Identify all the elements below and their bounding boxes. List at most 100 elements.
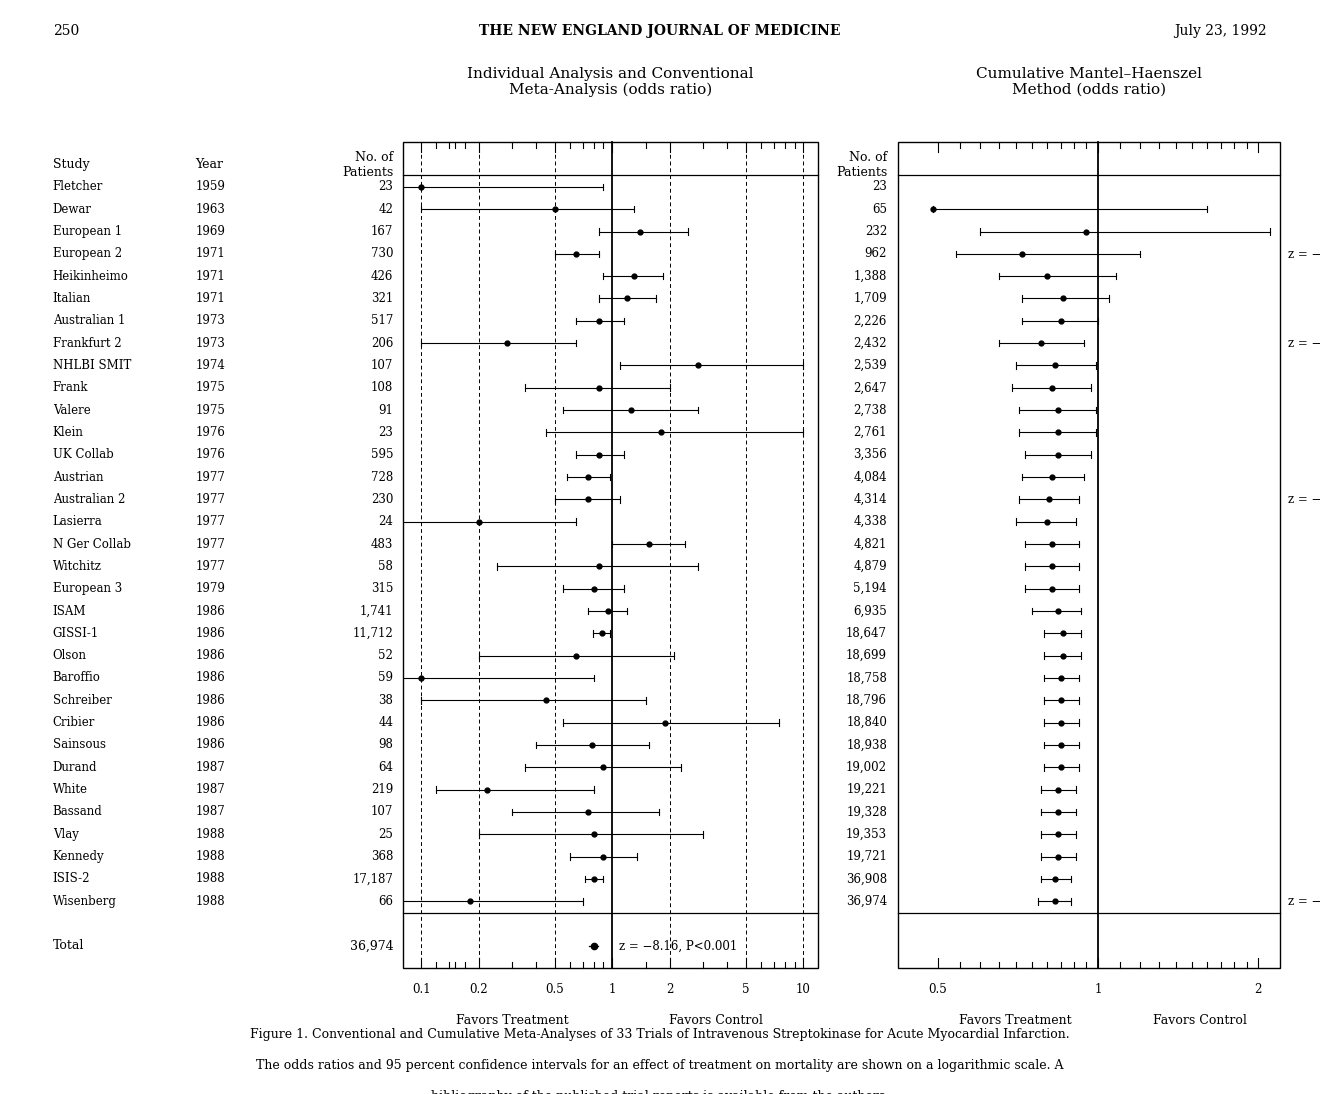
- Text: 36,974: 36,974: [350, 940, 393, 953]
- Text: 4,084: 4,084: [854, 470, 887, 484]
- Text: 36,908: 36,908: [846, 872, 887, 885]
- Text: Heikinheimo: Heikinheimo: [53, 269, 128, 282]
- Text: 2,761: 2,761: [854, 426, 887, 439]
- Text: 1986: 1986: [195, 717, 226, 729]
- Text: 18,699: 18,699: [846, 649, 887, 662]
- Text: 36,974: 36,974: [846, 895, 887, 908]
- Text: 1971: 1971: [195, 269, 226, 282]
- Text: 58: 58: [379, 560, 393, 573]
- Text: 230: 230: [371, 493, 393, 505]
- Text: 1988: 1988: [195, 828, 224, 841]
- Text: 25: 25: [379, 828, 393, 841]
- Text: 1,388: 1,388: [854, 269, 887, 282]
- Text: 18,796: 18,796: [846, 694, 887, 707]
- Text: European 3: European 3: [53, 582, 121, 595]
- Text: Australian 1: Australian 1: [53, 314, 125, 327]
- Text: 1976: 1976: [195, 449, 226, 462]
- Text: 728: 728: [371, 470, 393, 484]
- Text: 1971: 1971: [195, 247, 226, 260]
- Text: 1: 1: [609, 984, 616, 996]
- Text: Cumulative Mantel–Haenszel
Method (odds ratio): Cumulative Mantel–Haenszel Method (odds …: [975, 67, 1203, 97]
- Text: 1969: 1969: [195, 225, 226, 238]
- Text: 107: 107: [371, 359, 393, 372]
- Text: z = −2.69, P = 0.0071: z = −2.69, P = 0.0071: [1288, 337, 1320, 350]
- Text: 1987: 1987: [195, 805, 226, 818]
- Text: 18,840: 18,840: [846, 717, 887, 729]
- Text: Year: Year: [195, 158, 223, 171]
- Text: 2,738: 2,738: [854, 404, 887, 417]
- Text: THE NEW ENGLAND JOURNAL OF MEDICINE: THE NEW ENGLAND JOURNAL OF MEDICINE: [479, 24, 841, 38]
- Text: Baroffio: Baroffio: [53, 672, 100, 685]
- Text: 108: 108: [371, 382, 393, 394]
- Text: 1986: 1986: [195, 605, 226, 617]
- Text: 1: 1: [1094, 984, 1102, 996]
- Text: 64: 64: [379, 760, 393, 773]
- Text: GISSI-1: GISSI-1: [53, 627, 99, 640]
- Text: Schreiber: Schreiber: [53, 694, 112, 707]
- Text: Kennedy: Kennedy: [53, 850, 104, 863]
- Text: 5,194: 5,194: [854, 582, 887, 595]
- Text: Italian: Italian: [53, 292, 91, 305]
- Text: Dewar: Dewar: [53, 202, 92, 216]
- Text: Favors Treatment: Favors Treatment: [960, 1014, 1072, 1026]
- Text: 1986: 1986: [195, 627, 226, 640]
- Text: Frankfurt 2: Frankfurt 2: [53, 337, 121, 350]
- Text: 426: 426: [371, 269, 393, 282]
- Text: 1988: 1988: [195, 872, 224, 885]
- Text: z = −3.37, P<0.001: z = −3.37, P<0.001: [1288, 493, 1320, 505]
- Text: 1977: 1977: [195, 515, 226, 528]
- Text: 0.2: 0.2: [470, 984, 488, 996]
- Text: 1975: 1975: [195, 404, 226, 417]
- Text: 1959: 1959: [195, 181, 226, 194]
- Text: No. of
Patients: No. of Patients: [836, 151, 887, 178]
- Text: Olson: Olson: [53, 649, 87, 662]
- Text: Valere: Valere: [53, 404, 91, 417]
- Text: No. of
Patients: No. of Patients: [342, 151, 393, 178]
- Text: The odds ratios and 95 percent confidence intervals for an effect of treatment o: The odds ratios and 95 percent confidenc…: [256, 1059, 1064, 1072]
- Text: 1963: 1963: [195, 202, 226, 216]
- Text: 1986: 1986: [195, 672, 226, 685]
- Text: 1,741: 1,741: [360, 605, 393, 617]
- Text: 1974: 1974: [195, 359, 226, 372]
- Text: 19,353: 19,353: [846, 828, 887, 841]
- Text: 59: 59: [379, 672, 393, 685]
- Text: NHLBI SMIT: NHLBI SMIT: [53, 359, 131, 372]
- Text: 1977: 1977: [195, 560, 226, 573]
- Text: 1971: 1971: [195, 292, 226, 305]
- Text: Lasierra: Lasierra: [53, 515, 103, 528]
- Text: Witchitz: Witchitz: [53, 560, 102, 573]
- Text: 1988: 1988: [195, 895, 224, 908]
- Text: 6,935: 6,935: [853, 605, 887, 617]
- Text: 321: 321: [371, 292, 393, 305]
- Text: 1975: 1975: [195, 382, 226, 394]
- Text: 44: 44: [379, 717, 393, 729]
- Text: ISAM: ISAM: [53, 605, 86, 617]
- Text: 23: 23: [379, 181, 393, 194]
- Text: 4,338: 4,338: [854, 515, 887, 528]
- Text: Klein: Klein: [53, 426, 83, 439]
- Text: 0.5: 0.5: [928, 984, 948, 996]
- Text: 595: 595: [371, 449, 393, 462]
- Text: 1,709: 1,709: [854, 292, 887, 305]
- Text: 52: 52: [379, 649, 393, 662]
- Text: 4,821: 4,821: [854, 537, 887, 550]
- Text: 4,879: 4,879: [854, 560, 887, 573]
- Text: 1986: 1986: [195, 649, 226, 662]
- Text: 5: 5: [742, 984, 750, 996]
- Text: UK Collab: UK Collab: [53, 449, 114, 462]
- Text: 250: 250: [53, 24, 79, 38]
- Text: 0.1: 0.1: [412, 984, 430, 996]
- Text: Individual Analysis and Conventional
Meta-Analysis (odds ratio): Individual Analysis and Conventional Met…: [467, 67, 754, 97]
- Text: 0.5: 0.5: [545, 984, 564, 996]
- Text: 91: 91: [379, 404, 393, 417]
- Text: 315: 315: [371, 582, 393, 595]
- Text: Favors Control: Favors Control: [669, 1014, 763, 1026]
- Text: 23: 23: [873, 181, 887, 194]
- Text: 17,187: 17,187: [352, 872, 393, 885]
- Text: 962: 962: [865, 247, 887, 260]
- Text: 18,758: 18,758: [846, 672, 887, 685]
- Text: White: White: [53, 783, 88, 796]
- Text: Figure 1. Conventional and Cumulative Meta-Analyses of 33 Trials of Intravenous : Figure 1. Conventional and Cumulative Me…: [251, 1028, 1069, 1041]
- Text: European 2: European 2: [53, 247, 121, 260]
- Text: July 23, 1992: July 23, 1992: [1175, 24, 1267, 38]
